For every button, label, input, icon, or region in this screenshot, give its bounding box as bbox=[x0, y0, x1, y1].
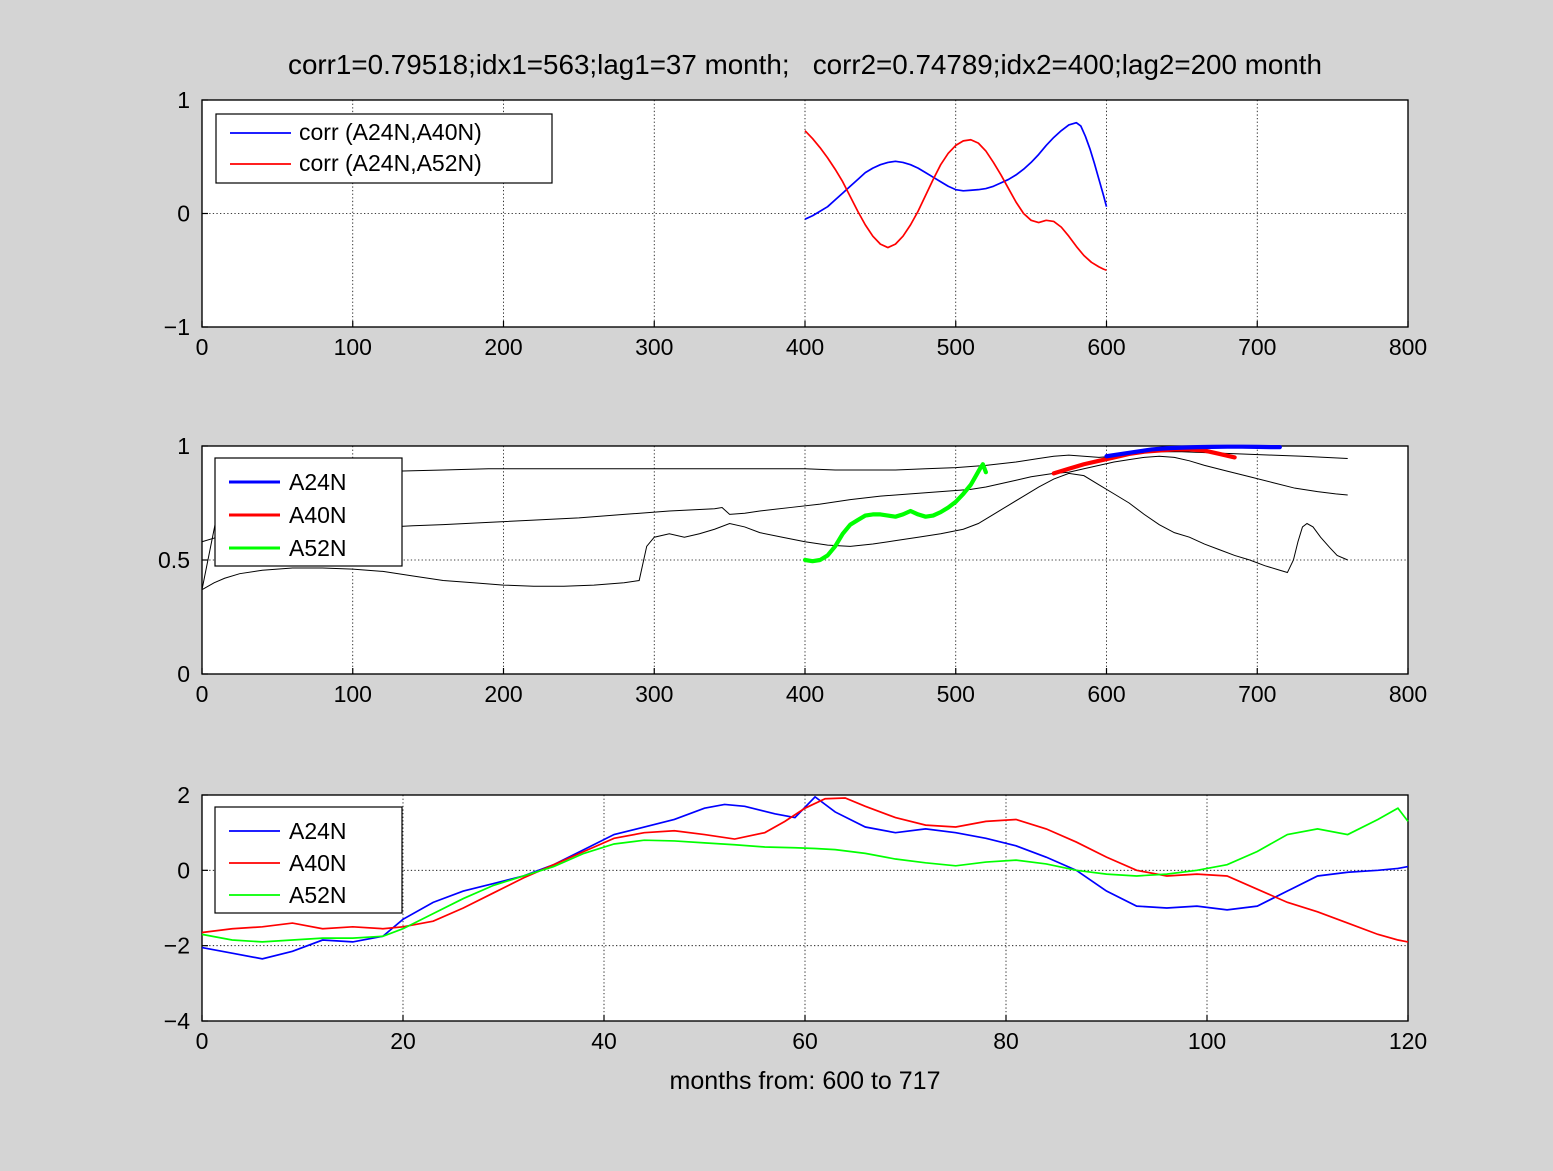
svg-text:700: 700 bbox=[1238, 681, 1276, 707]
svg-text:1: 1 bbox=[177, 433, 190, 459]
svg-text:A52N: A52N bbox=[289, 882, 347, 908]
svg-text:−4: −4 bbox=[164, 1008, 190, 1034]
svg-text:−1: −1 bbox=[164, 314, 190, 340]
svg-text:200: 200 bbox=[484, 334, 522, 360]
svg-text:0: 0 bbox=[177, 857, 190, 883]
svg-text:0: 0 bbox=[196, 681, 209, 707]
svg-text:80: 80 bbox=[993, 1028, 1019, 1054]
svg-text:0: 0 bbox=[196, 334, 209, 360]
svg-text:0: 0 bbox=[177, 201, 190, 227]
svg-text:2: 2 bbox=[177, 782, 190, 808]
svg-text:0: 0 bbox=[196, 1028, 209, 1054]
svg-text:200: 200 bbox=[484, 681, 522, 707]
svg-text:corr (A24N,A52N): corr (A24N,A52N) bbox=[299, 150, 482, 176]
svg-text:A24N: A24N bbox=[289, 818, 347, 844]
svg-text:corr (A24N,A40N): corr (A24N,A40N) bbox=[299, 119, 482, 145]
svg-text:400: 400 bbox=[786, 334, 824, 360]
svg-text:100: 100 bbox=[334, 681, 372, 707]
svg-text:120: 120 bbox=[1389, 1028, 1427, 1054]
svg-text:A24N: A24N bbox=[289, 469, 347, 495]
svg-text:−2: −2 bbox=[164, 933, 190, 959]
svg-text:A40N: A40N bbox=[289, 502, 347, 528]
svg-text:800: 800 bbox=[1389, 334, 1427, 360]
svg-text:500: 500 bbox=[937, 681, 975, 707]
svg-text:0.5: 0.5 bbox=[158, 547, 190, 573]
svg-text:100: 100 bbox=[1188, 1028, 1226, 1054]
svg-text:A40N: A40N bbox=[289, 850, 347, 876]
svg-text:40: 40 bbox=[591, 1028, 617, 1054]
svg-text:500: 500 bbox=[937, 334, 975, 360]
svg-text:A52N: A52N bbox=[289, 535, 347, 561]
svg-text:600: 600 bbox=[1087, 681, 1125, 707]
svg-text:300: 300 bbox=[635, 334, 673, 360]
svg-text:60: 60 bbox=[792, 1028, 818, 1054]
svg-text:1: 1 bbox=[177, 87, 190, 113]
svg-text:800: 800 bbox=[1389, 681, 1427, 707]
svg-text:months from: 600 to 717: months from: 600 to 717 bbox=[670, 1067, 941, 1095]
svg-text:0: 0 bbox=[177, 661, 190, 687]
svg-text:700: 700 bbox=[1238, 334, 1276, 360]
svg-text:100: 100 bbox=[334, 334, 372, 360]
svg-text:600: 600 bbox=[1087, 334, 1125, 360]
svg-text:corr1=0.79518;idx1=563;lag1=37: corr1=0.79518;idx1=563;lag1=37 month; co… bbox=[288, 49, 1322, 80]
svg-text:400: 400 bbox=[786, 681, 824, 707]
svg-text:300: 300 bbox=[635, 681, 673, 707]
svg-text:20: 20 bbox=[390, 1028, 416, 1054]
